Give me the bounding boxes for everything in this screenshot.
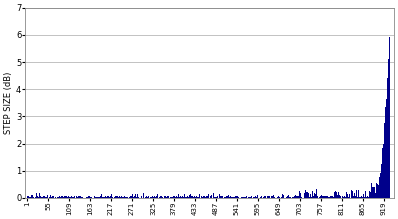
Y-axis label: STEP SIZE (dB): STEP SIZE (dB): [4, 72, 13, 134]
